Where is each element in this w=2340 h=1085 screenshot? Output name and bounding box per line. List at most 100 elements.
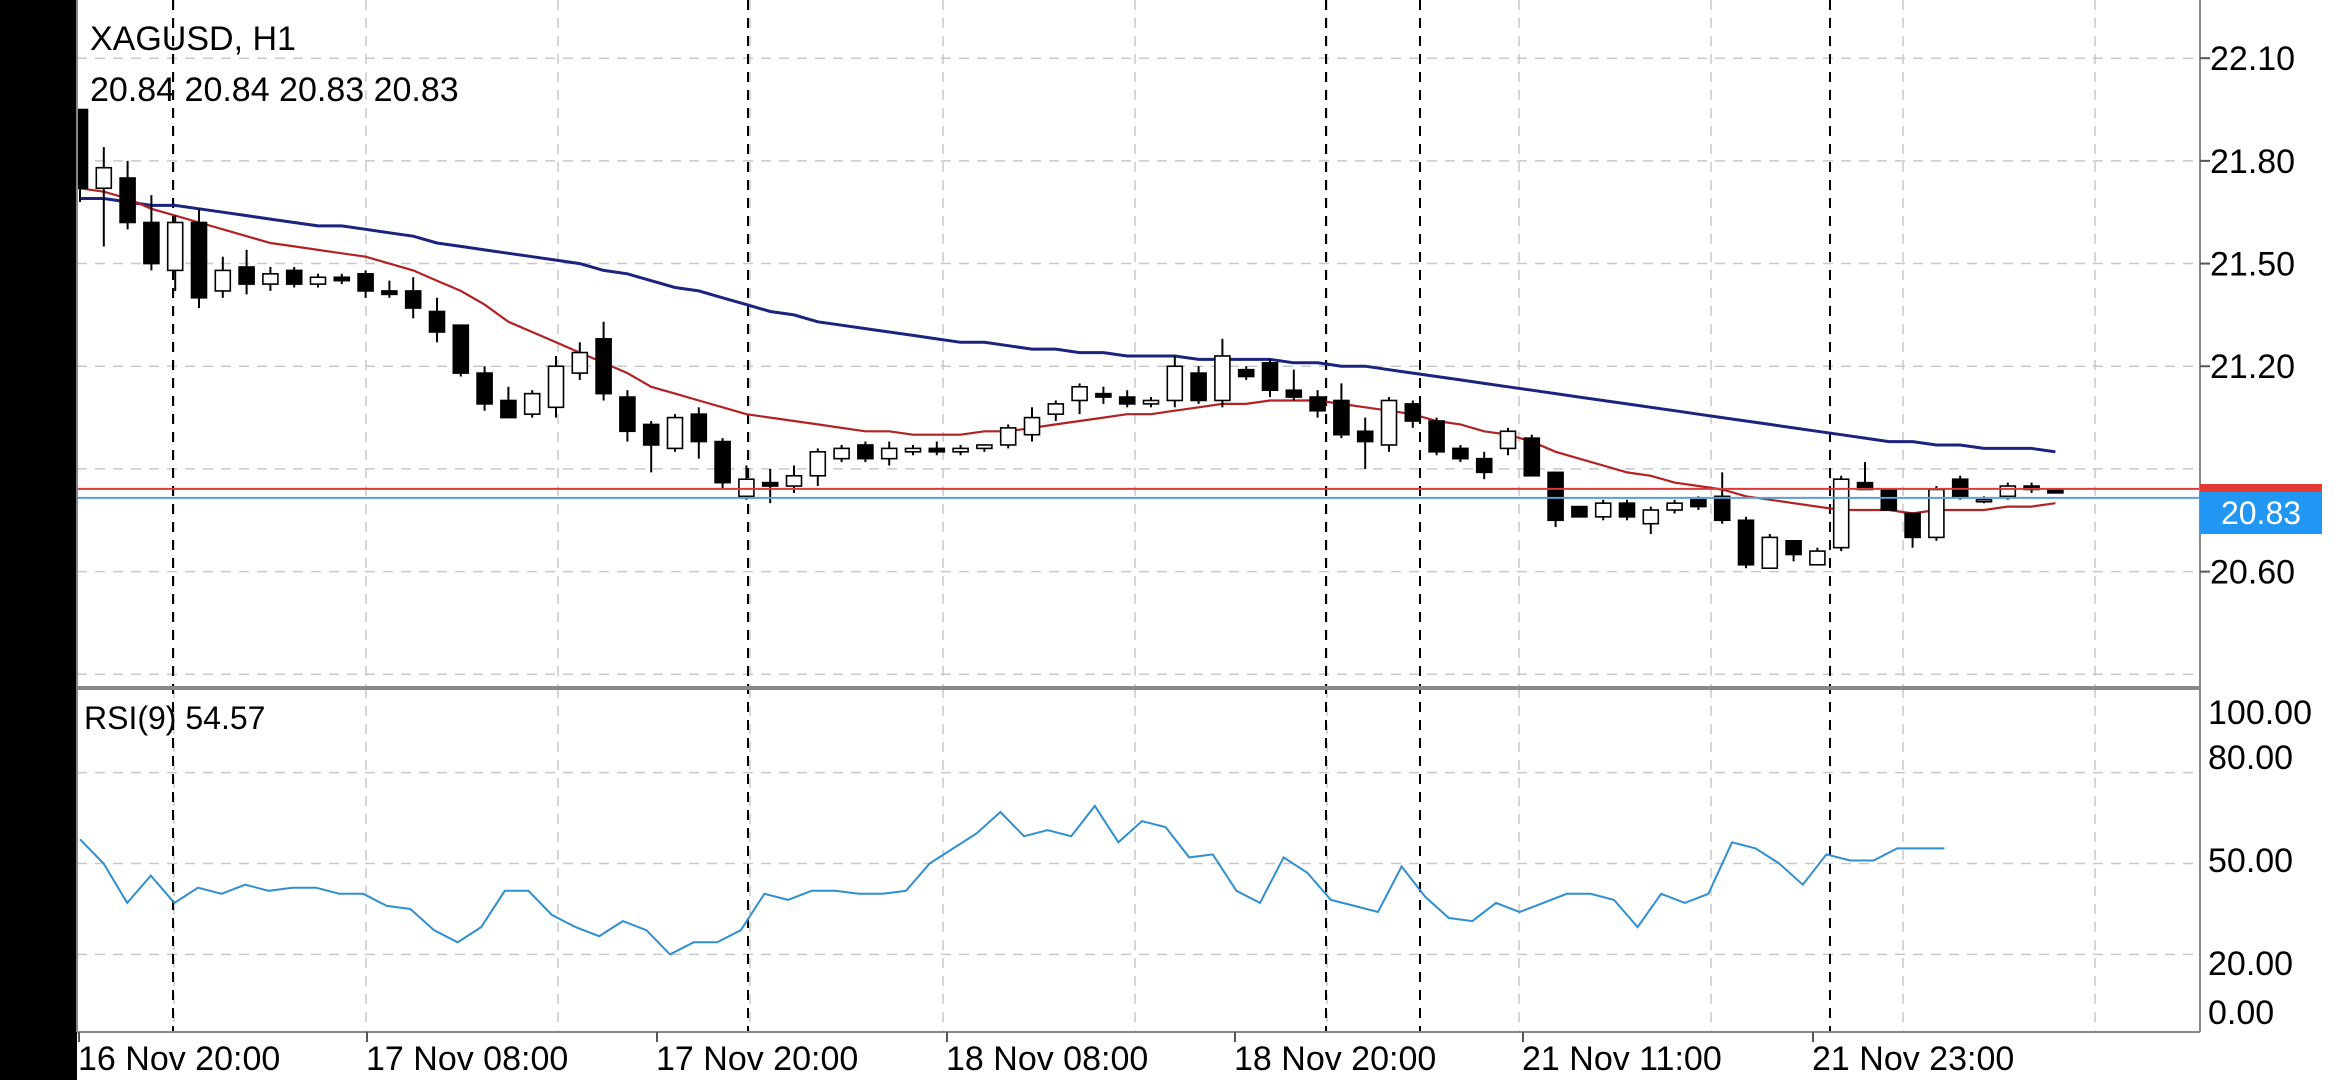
candle: [190, 208, 208, 309]
candle-body: [880, 447, 898, 460]
rsi-label: RSI(9) 54.57: [84, 700, 265, 736]
candle: [547, 355, 565, 418]
candle-body: [333, 276, 351, 282]
candle: [904, 444, 922, 456]
price-tick-label: 21.20: [2210, 348, 2295, 386]
candle-body: [1071, 385, 1088, 402]
candle-body: [95, 166, 113, 190]
candle: [119, 160, 136, 230]
candle-body: [1047, 403, 1065, 415]
candle: [1404, 400, 1422, 428]
candle: [1190, 366, 1207, 404]
candle-body: [357, 273, 374, 292]
time-tick-label: 18 Nov 20:00: [1234, 1040, 1436, 1078]
time-tick-label: 17 Nov 20:00: [656, 1040, 858, 1078]
candle-body: [1571, 505, 1588, 518]
candle-body: [238, 266, 255, 285]
candle-body: [428, 310, 446, 333]
candle-body: [452, 324, 470, 374]
candle-body: [1975, 498, 1993, 503]
candle-body: [1928, 488, 1945, 539]
candle-body: [666, 416, 684, 450]
candle-body: [1690, 498, 1707, 508]
candle-body: [1999, 485, 2017, 498]
candle: [1237, 366, 1255, 380]
candle-body: [143, 221, 160, 265]
time-tick-label: 21 Nov 23:00: [1812, 1040, 2014, 1078]
candle-body: [119, 177, 136, 224]
candle: [1285, 369, 1303, 401]
candle: [1261, 359, 1279, 398]
svg-text:20.83: 20.83: [2221, 495, 2301, 531]
candle: [857, 441, 874, 463]
candle-body: [1547, 471, 1564, 522]
candle-body: [1666, 502, 1683, 511]
candle-body: [1190, 372, 1207, 402]
candle: [428, 297, 446, 343]
candle: [928, 441, 946, 456]
candle-body: [214, 269, 232, 292]
candle: [619, 390, 636, 442]
price-alert-tab[interactable]: [2200, 484, 2322, 492]
candle-body: [1356, 430, 1374, 443]
candle-body: [809, 451, 827, 477]
fast-moving-average: [79, 187, 2056, 515]
candle: [1309, 390, 1326, 418]
candle-body: [1333, 399, 1350, 436]
time-tick-label: 21 Nov 11:00: [1522, 1040, 1722, 1078]
candle: [500, 386, 517, 419]
candle-body: [714, 440, 731, 484]
candle-body: [71, 108, 89, 190]
candle: [738, 465, 755, 500]
candle: [1880, 488, 1898, 511]
candle: [1071, 383, 1088, 415]
candle: [523, 390, 541, 418]
candle-body: [1166, 365, 1184, 402]
period-separators: [172, 0, 1831, 1032]
candle: [357, 270, 374, 298]
candle-body: [285, 269, 303, 285]
time-tick-label: 18 Nov 08:00: [946, 1040, 1148, 1078]
candle: [1785, 540, 1802, 562]
candle: [1214, 338, 1231, 408]
rsi-tick-label: 20.00: [2208, 945, 2293, 983]
candle-body: [1095, 392, 1112, 398]
candle-body: [1594, 502, 1612, 518]
candle: [238, 249, 255, 295]
candle-body: [1761, 536, 1779, 569]
candle: [452, 324, 470, 377]
candle-body: [2047, 488, 2064, 494]
candle-body: [476, 372, 493, 405]
rsi-tick-label: 100.00: [2208, 694, 2312, 732]
candle: [1523, 434, 1541, 477]
candle-body: [262, 273, 279, 285]
left-edge-bar: [0, 0, 77, 1080]
candle: [1142, 397, 1160, 408]
candle-body: [1142, 399, 1160, 405]
price-tick-label: 21.80: [2210, 143, 2295, 181]
candle: [214, 256, 232, 298]
candle-body: [1452, 447, 1469, 460]
rsi-axis: 100.00 80.00 50.00 20.00 0.00: [2208, 694, 2312, 1032]
price-tick-label: 20.60: [2210, 554, 2295, 592]
candle-body: [523, 392, 541, 415]
candle: [1999, 482, 2017, 500]
candle-body: [1713, 495, 1731, 522]
candle: [1809, 547, 1826, 566]
candle: [690, 407, 708, 459]
candle-body: [1023, 416, 1041, 436]
rsi-tick-label: 80.00: [2208, 739, 2293, 777]
candle-body: [738, 478, 755, 498]
candle: [976, 444, 993, 452]
candle-body: [1428, 420, 1445, 453]
symbol-label: XAGUSD, H1: [90, 20, 296, 58]
candle: [143, 195, 160, 271]
candle: [71, 108, 89, 202]
candle: [404, 277, 422, 319]
candle: [1452, 444, 1469, 463]
candle-body: [619, 396, 636, 433]
candle: [1475, 451, 1493, 480]
